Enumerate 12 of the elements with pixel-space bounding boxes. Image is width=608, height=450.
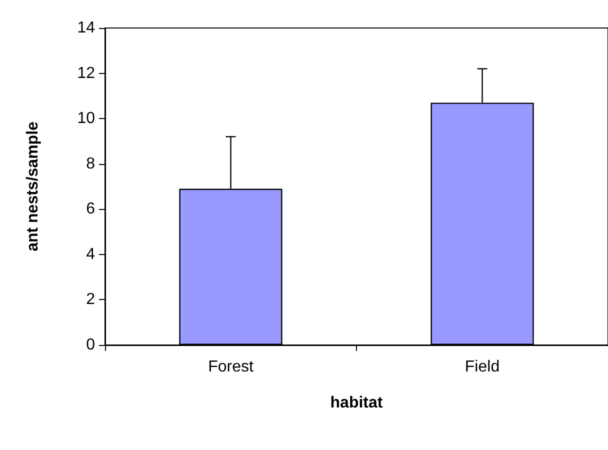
y-tick-label: 0 bbox=[86, 336, 96, 354]
y-tick-label: 6 bbox=[86, 200, 96, 218]
y-tick-label: 4 bbox=[86, 246, 96, 263]
y-tick-label: 2 bbox=[86, 291, 96, 308]
y-tick-label: 10 bbox=[77, 110, 96, 128]
x-tick-label: Field bbox=[464, 358, 500, 376]
x-axis-title: habitat bbox=[330, 394, 384, 412]
y-tick-label: 14 bbox=[77, 20, 96, 36]
y-tick-label: 12 bbox=[77, 64, 96, 82]
x-tick-label: Forest bbox=[208, 358, 254, 376]
y-axis-title: ant nests/sample bbox=[24, 121, 42, 252]
y-tick-label: 8 bbox=[86, 155, 96, 172]
